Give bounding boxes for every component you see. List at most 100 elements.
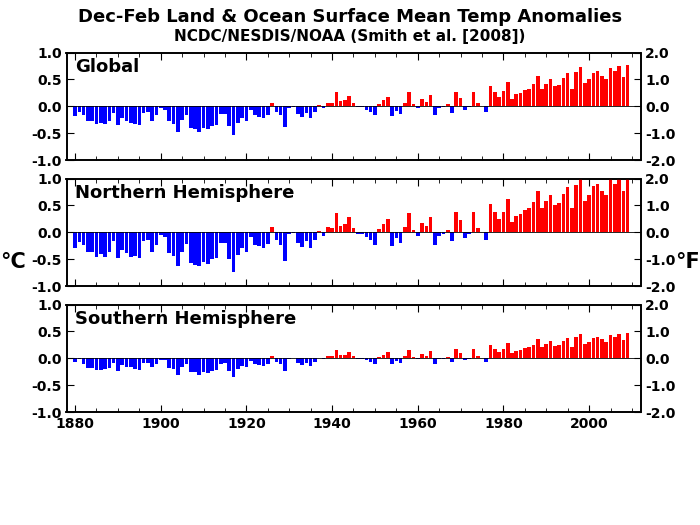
Bar <box>108 106 111 121</box>
Bar <box>112 106 116 113</box>
Bar <box>395 358 398 361</box>
Bar <box>476 228 480 232</box>
Bar <box>493 92 497 106</box>
Bar <box>566 74 570 106</box>
Bar <box>365 358 368 361</box>
Bar <box>566 187 570 232</box>
Bar <box>172 358 176 369</box>
Bar <box>244 232 248 252</box>
Bar <box>103 106 107 124</box>
Bar <box>181 358 184 367</box>
Bar <box>613 71 617 106</box>
Bar <box>506 199 510 232</box>
Bar <box>228 232 231 259</box>
Bar <box>493 349 497 358</box>
Bar <box>116 358 120 371</box>
Bar <box>596 71 599 106</box>
Bar <box>82 358 85 364</box>
Bar <box>150 232 154 252</box>
Bar <box>202 232 205 262</box>
Bar <box>472 213 475 232</box>
Bar <box>74 232 77 248</box>
Bar <box>283 106 287 127</box>
Bar <box>373 358 377 364</box>
Bar <box>185 106 188 115</box>
Bar <box>622 192 625 232</box>
Bar <box>309 358 312 366</box>
Bar <box>99 106 103 123</box>
Bar <box>120 358 124 365</box>
Bar <box>351 228 356 232</box>
Bar <box>116 106 120 125</box>
Bar <box>313 106 317 112</box>
Bar <box>159 106 162 109</box>
Text: Southern Hemisphere: Southern Hemisphere <box>75 310 296 328</box>
Bar <box>223 232 227 243</box>
Bar <box>502 91 505 106</box>
Bar <box>163 106 167 110</box>
Bar <box>369 232 372 240</box>
Bar <box>575 338 578 358</box>
Bar <box>484 106 488 112</box>
Bar <box>531 84 536 106</box>
Bar <box>356 232 360 234</box>
Bar <box>463 232 467 238</box>
Bar <box>210 232 214 259</box>
Bar <box>249 358 253 361</box>
Bar <box>103 358 107 369</box>
Bar <box>476 103 480 106</box>
Bar <box>369 358 372 362</box>
Bar <box>510 353 514 358</box>
Bar <box>78 232 81 242</box>
Bar <box>609 68 612 106</box>
Bar <box>617 67 621 106</box>
Bar <box>613 184 617 232</box>
Bar <box>258 232 261 246</box>
Bar <box>442 358 445 359</box>
Bar <box>150 106 154 121</box>
Bar <box>86 358 90 368</box>
Bar <box>347 352 351 358</box>
Bar <box>407 350 411 358</box>
Bar <box>335 213 338 232</box>
Bar <box>412 356 415 358</box>
Bar <box>172 106 176 123</box>
Bar <box>142 358 146 363</box>
Bar <box>489 345 492 358</box>
Bar <box>553 346 556 358</box>
Bar <box>416 106 419 109</box>
Bar <box>617 177 621 232</box>
Bar <box>424 102 428 106</box>
Bar <box>300 358 304 365</box>
Text: Global: Global <box>75 58 139 76</box>
Bar <box>163 358 167 360</box>
Bar <box>403 227 407 232</box>
Bar <box>206 358 210 373</box>
Bar <box>514 216 518 232</box>
Bar <box>167 232 171 253</box>
Bar <box>317 105 321 106</box>
Bar <box>125 106 128 121</box>
Bar <box>609 178 612 232</box>
Bar <box>206 232 210 264</box>
Bar <box>322 358 326 360</box>
Bar <box>322 232 326 236</box>
Bar <box>317 230 321 232</box>
Bar <box>536 340 540 358</box>
Bar <box>377 229 381 232</box>
Bar <box>450 106 454 113</box>
Bar <box>502 349 505 358</box>
Bar <box>536 76 540 106</box>
Bar <box>561 194 565 232</box>
Bar <box>450 358 454 362</box>
Bar <box>90 106 94 121</box>
Bar <box>219 106 223 114</box>
Bar <box>215 358 218 370</box>
Bar <box>373 232 377 245</box>
Bar <box>262 106 265 118</box>
Bar <box>484 232 488 240</box>
Bar <box>549 341 552 358</box>
Bar <box>545 201 548 232</box>
Bar <box>309 232 312 248</box>
Bar <box>155 106 158 116</box>
